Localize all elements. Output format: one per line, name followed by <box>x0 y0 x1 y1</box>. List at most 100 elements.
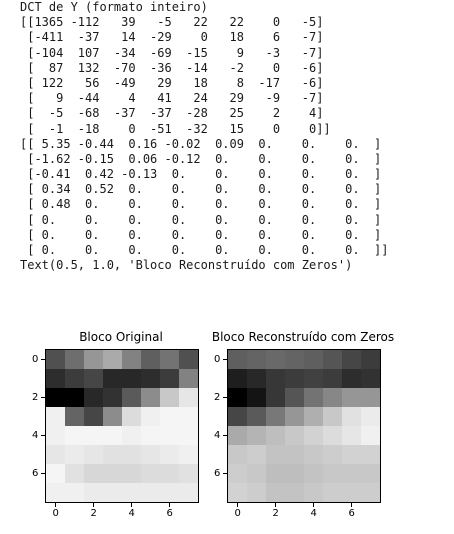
heatmap-cell <box>342 483 361 502</box>
heatmap-cell <box>361 445 380 464</box>
heatmap-cell <box>342 388 361 407</box>
heatmap-cell <box>122 445 141 464</box>
heatmap-cell <box>84 369 103 388</box>
heatmap-cell <box>266 464 285 483</box>
heatmap-cell <box>247 388 266 407</box>
heatmap-cell <box>84 388 103 407</box>
output-line: [ 122 56 -49 29 18 8 -17 -6] <box>20 75 324 90</box>
heatmap-cell <box>285 407 304 426</box>
heatmap-cell <box>122 388 141 407</box>
output-line: [-104 107 -34 -69 -15 9 -3 -7] <box>20 45 324 60</box>
heatmap-cell <box>228 464 247 483</box>
heatmap-cell <box>103 464 122 483</box>
y-tick-label: 4 <box>214 429 221 441</box>
heatmap-cell <box>46 350 65 369</box>
plot-title-reconstructed: Bloco Reconstruído com Zeros <box>211 330 395 344</box>
heatmap-cell <box>84 483 103 502</box>
heatmap-cell <box>304 426 323 445</box>
heatmap-cell <box>304 483 323 502</box>
heatmap-cell <box>160 369 179 388</box>
heatmap-cell <box>141 426 160 445</box>
x-tick-label: 6 <box>166 508 173 519</box>
heatmap-cell <box>323 350 342 369</box>
heatmap-cell <box>247 369 266 388</box>
heatmap-cell <box>228 369 247 388</box>
x-tick-label: 0 <box>234 508 241 519</box>
heatmap-cell <box>160 426 179 445</box>
heatmap-cell <box>228 407 247 426</box>
y-tick-label: 0 <box>32 353 39 365</box>
heatmap-cell <box>84 464 103 483</box>
y-tick-label: 6 <box>32 467 39 479</box>
output-line: [[1365 -112 39 -5 22 22 0 -5] <box>20 15 324 30</box>
heatmap-cell <box>122 369 141 388</box>
heatmap-cell <box>65 445 84 464</box>
x-tick-label: 0 <box>52 508 59 519</box>
heatmap-cell <box>179 445 198 464</box>
heatmap-cell <box>247 407 266 426</box>
x-tick-label: 6 <box>348 508 355 519</box>
heatmap-cell <box>361 426 380 445</box>
heatmap-cell <box>103 407 122 426</box>
x-tick-mark <box>237 503 238 507</box>
heatmap-cell <box>179 350 198 369</box>
heatmap-cell <box>304 369 323 388</box>
plot-title-original: Bloco Original <box>79 330 163 344</box>
heatmap-cell <box>84 407 103 426</box>
heatmap-cell <box>141 483 160 502</box>
heatmap-cell <box>285 350 304 369</box>
output-line: [ 9 -44 4 41 24 29 -9 -7] <box>20 91 324 106</box>
x-tick-mark <box>169 503 170 507</box>
heatmap-cell <box>103 388 122 407</box>
y-tick-mark <box>41 435 45 436</box>
x-tick-label: 2 <box>90 508 97 519</box>
heatmap-cell <box>304 388 323 407</box>
y-tick-label: 0 <box>214 353 221 365</box>
heatmap-cell <box>266 445 285 464</box>
output-line: [-0.41 0.42 -0.13 0. 0. 0. 0. 0. ] <box>20 167 382 182</box>
heatmap-cell <box>141 464 160 483</box>
heatmap-cell <box>342 369 361 388</box>
heatmap-cell <box>160 388 179 407</box>
heatmap-cell <box>160 350 179 369</box>
heatmap-cell <box>361 407 380 426</box>
heatmap-cell <box>285 445 304 464</box>
heatmap-cell <box>266 350 285 369</box>
heatmap-cell <box>247 445 266 464</box>
heatmap-cell <box>247 464 266 483</box>
x-tick-mark <box>313 503 314 507</box>
heatmap-cell <box>65 369 84 388</box>
heatmap-cell <box>141 350 160 369</box>
heatmap-cell <box>342 445 361 464</box>
output-line: [ 0.48 0. 0. 0. 0. 0. 0. 0. ] <box>20 197 382 212</box>
output-line: DCT de Y (formato inteiro) <box>20 0 208 14</box>
heatmap-cell <box>160 407 179 426</box>
heatmap-cell <box>103 426 122 445</box>
heatmap-cell <box>179 407 198 426</box>
x-tick-mark <box>55 503 56 507</box>
heatmap-cell <box>228 350 247 369</box>
heatmap-cell <box>285 369 304 388</box>
heatmap-cell <box>304 407 323 426</box>
heatmap-cell <box>247 483 266 502</box>
heatmap-cell <box>228 388 247 407</box>
heatmap-cell <box>65 350 84 369</box>
heatmap-cell <box>103 445 122 464</box>
heatmap-cell <box>247 426 266 445</box>
heatmap-cell <box>84 445 103 464</box>
y-tick-label: 6 <box>214 467 221 479</box>
heatmap-cell <box>103 350 122 369</box>
heatmap-cell <box>323 407 342 426</box>
output-line: [-411 -37 14 -29 0 18 6 -7] <box>20 30 324 45</box>
heatmap-cell <box>179 464 198 483</box>
heatmap-cell <box>304 350 323 369</box>
heatmap-cell <box>46 483 65 502</box>
heatmap-cell <box>304 464 323 483</box>
heatmap-cell <box>285 388 304 407</box>
heatmap-cell <box>361 350 380 369</box>
heatmap-cell <box>122 483 141 502</box>
x-tick-mark <box>131 503 132 507</box>
heatmap-cell <box>285 483 304 502</box>
heatmap-cell <box>342 350 361 369</box>
heatmap-cell <box>266 426 285 445</box>
